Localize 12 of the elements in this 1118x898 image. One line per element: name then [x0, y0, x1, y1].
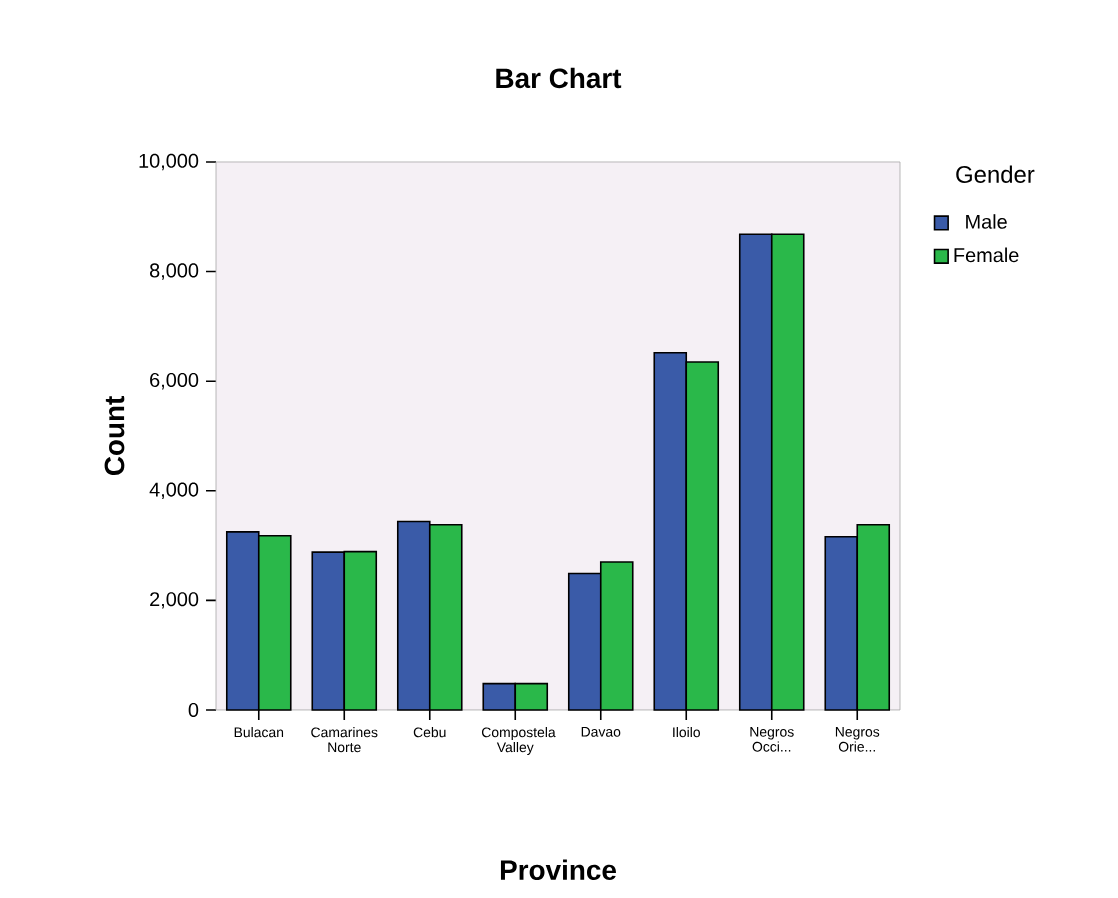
legend-title: Gender	[956, 165, 1035, 183]
y-tick-label: 10,000	[139, 153, 199, 171]
y-tick-label: 8,000	[149, 263, 199, 280]
y-tick-label: 6,000	[150, 372, 199, 390]
x-axis-title: Province	[500, 859, 616, 880]
y-tick-label: 0	[188, 702, 199, 718]
y-tick-label: 2,000	[150, 592, 199, 609]
legend-label: Male	[966, 214, 1007, 229]
y-tick-label: 4,000	[149, 482, 199, 500]
chart-title: Bar Chart	[496, 67, 622, 89]
legend-label: Female	[954, 247, 1019, 263]
y-axis-title: Count	[104, 396, 125, 476]
